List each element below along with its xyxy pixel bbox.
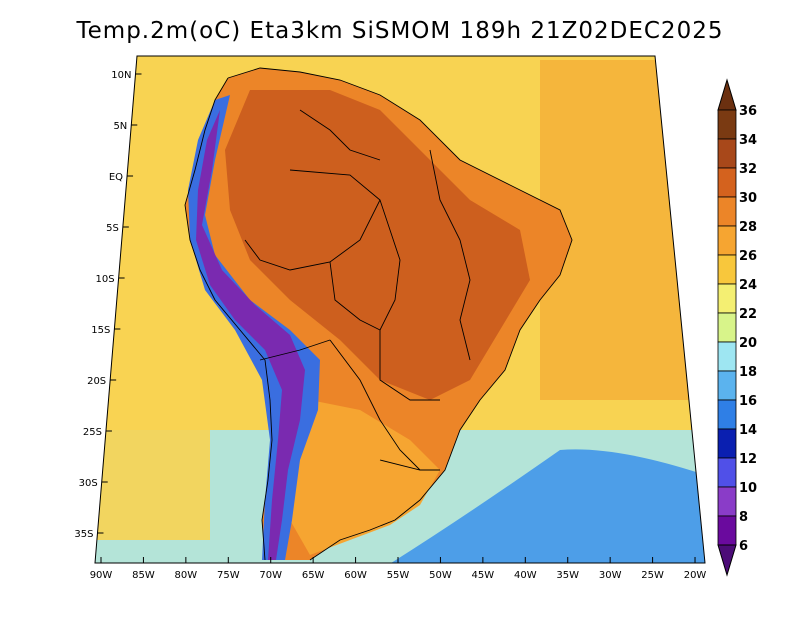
plot-frame (94, 55, 706, 564)
lat-tick-label: 5N (113, 121, 127, 132)
colorbar-label: 32 (739, 162, 757, 177)
andes-high-elevation (196, 110, 305, 560)
colorbar-segment (717, 486, 737, 517)
colorbar-label: 8 (739, 510, 748, 525)
chart-title: Temp.2m(oC) Eta3km SiSMOM 189h 21Z02DEC2… (76, 18, 724, 44)
colorbar-segment (717, 283, 737, 314)
colorbar-label: 36 (739, 104, 757, 119)
colorbar-label: 34 (739, 133, 757, 148)
colorbar-segment (717, 341, 737, 372)
colorbar-segment (717, 138, 737, 169)
colorbar-label: 28 (739, 220, 757, 235)
lat-tick-label: 10N (111, 70, 131, 81)
plot-axes (94, 55, 706, 564)
country-borders (184, 67, 573, 561)
lon-tick-label: 30W (599, 570, 622, 581)
colorbar-top-arrow (717, 78, 737, 111)
lon-tick-label: 45W (472, 570, 495, 581)
lon-tick-label: 55W (387, 570, 410, 581)
lon-tick-label: 80W (175, 570, 198, 581)
colorbar-segment (717, 312, 737, 343)
latitude-labels: 10N 5N EQ 5S 10S 15S 20S 25S 30S 35S (74, 70, 142, 540)
lon-tick-label: 40W (514, 570, 537, 581)
lon-tick-label: 85W (132, 570, 155, 581)
lon-tick-label: 25W (641, 570, 664, 581)
colorbar-label: 26 (739, 249, 757, 264)
lon-tick-label: 20W (684, 570, 707, 581)
lat-tick-label: 15S (91, 325, 110, 336)
colorbar-label: 30 (739, 191, 757, 206)
ocean-south-cold (380, 449, 705, 563)
lat-tick-label: 30S (79, 478, 98, 489)
lon-tick-label: 35W (556, 570, 579, 581)
lon-tick-label: 60W (344, 570, 367, 581)
southern-cone-mild (290, 400, 440, 555)
colorbar-label: 10 (739, 481, 757, 496)
longitude-labels: 90W 85W 80W 75W 70W 65W 60W 55W 50W 45W 40W 35W 30W 2… (90, 557, 707, 581)
colorbar-label: 24 (739, 278, 757, 293)
interior-hot-region (225, 90, 530, 400)
colorbar-label: 20 (739, 336, 757, 351)
lon-tick-label: 90W (90, 570, 113, 581)
colorbar-segment (717, 225, 737, 256)
colorbar-bottom-arrow (717, 544, 737, 577)
colorbar-segment (717, 167, 737, 198)
colorbar-label: 18 (739, 365, 757, 380)
colorbar: 36 34 32 30 28 26 24 22 20 18 16 14 12 10 8 6 (717, 78, 757, 577)
colorbar-segment (717, 196, 737, 227)
colorbar-label: 12 (739, 452, 757, 467)
colorbar-segment (717, 254, 737, 285)
colorbar-label: 6 (739, 539, 748, 554)
colorbar-label: 14 (739, 423, 757, 438)
lat-tick-label: EQ (109, 172, 123, 183)
colorbar-segment (717, 457, 737, 488)
map-field (95, 56, 705, 563)
colorbar-segment (717, 428, 737, 459)
colorbar-segment (717, 399, 737, 430)
colorbar-label: 22 (739, 307, 757, 322)
lat-tick-label: 5S (106, 223, 119, 234)
lon-tick-label: 50W (429, 570, 452, 581)
colorbar-segment (717, 515, 737, 546)
colorbar-label: 16 (739, 394, 757, 409)
lon-tick-label: 65W (302, 570, 325, 581)
lat-tick-label: 25S (83, 427, 102, 438)
lon-tick-label: 75W (217, 570, 240, 581)
colorbar-segment (717, 109, 737, 140)
lon-tick-label: 70W (259, 570, 282, 581)
lat-tick-label: 35S (74, 529, 93, 540)
colorbar-segment (717, 370, 737, 401)
lat-tick-label: 10S (96, 274, 115, 285)
lat-tick-label: 20S (87, 376, 106, 387)
